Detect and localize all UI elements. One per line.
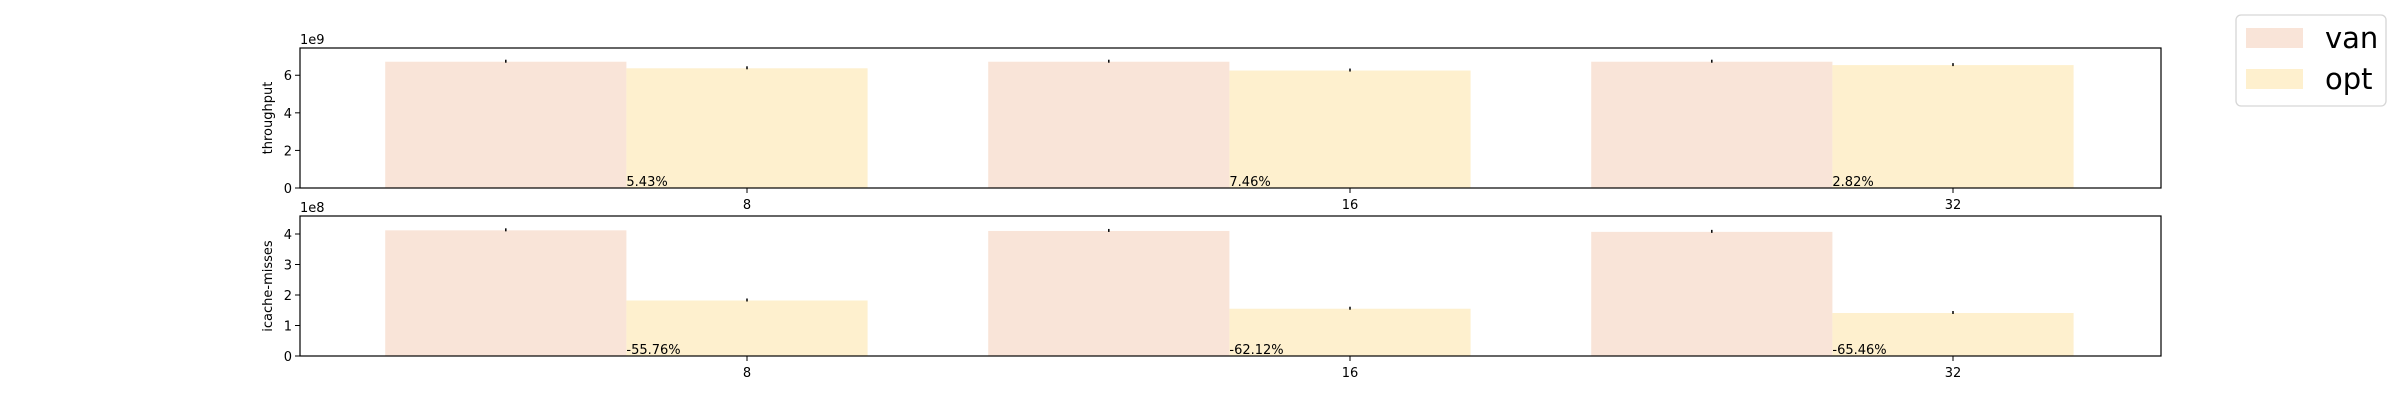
annotation-16: -62.12%	[1229, 343, 1283, 358]
y-tick-label: 0	[284, 182, 292, 197]
bar-opt-8	[626, 300, 868, 356]
y-tick-label: 0	[284, 350, 292, 365]
annotation-32: -65.46%	[1832, 343, 1886, 358]
offset-label: 1e8	[300, 201, 325, 216]
legend-swatch-van	[2246, 28, 2303, 48]
y-axis-label: throughput	[261, 82, 276, 155]
annotation-16: 7.46%	[1229, 175, 1270, 190]
x-tick-label-8: 8	[743, 366, 751, 381]
bar-opt-32	[1832, 312, 2074, 356]
bar-van-8	[385, 230, 627, 356]
bar-opt-8	[626, 68, 868, 188]
annotation-32: 2.82%	[1832, 175, 1873, 190]
bar-van-8	[385, 61, 627, 188]
legend-label-van: van	[2325, 21, 2378, 55]
y-tick-label: 2	[284, 289, 292, 304]
x-tick-label-32: 32	[1945, 366, 1962, 381]
axes-frame	[299, 215, 2162, 357]
x-tick-label-32: 32	[1945, 198, 1962, 213]
legend: van opt	[2235, 14, 2387, 107]
y-tick-label: 2	[284, 144, 292, 159]
subplot-icache-misses: -55.76% 8 -62.12% 16 -65.46% 32 0 1 2 3 4 1e8 icache…	[261, 201, 2162, 381]
annotation-8: -55.76%	[626, 343, 680, 358]
y-tick-label: 4	[284, 228, 292, 243]
bar-van-32	[1591, 61, 1833, 188]
bar-van-16	[988, 61, 1230, 188]
legend-label-opt: opt	[2325, 62, 2373, 96]
y-axis-label: icache-misses	[261, 240, 276, 332]
y-tick-label: 4	[284, 107, 292, 122]
bar-opt-32	[1832, 65, 2074, 188]
x-tick-label-8: 8	[743, 198, 751, 213]
offset-label: 1e9	[300, 33, 325, 48]
bar-opt-16	[1229, 70, 1471, 188]
bar-van-16	[988, 230, 1230, 356]
y-tick-label: 6	[284, 69, 292, 84]
subplot-throughput: 5.43% 8 7.46% 16 2.82% 32 0 2 4 6 1e9 throughput	[261, 33, 2162, 213]
annotation-8: 5.43%	[626, 175, 667, 190]
x-tick-label-16: 16	[1342, 198, 1359, 213]
bar-opt-16	[1229, 308, 1471, 356]
y-tick-label: 1	[284, 319, 292, 334]
y-tick-label: 3	[284, 258, 292, 273]
legend-swatch-opt	[2246, 69, 2303, 89]
axes-frame	[299, 47, 2162, 189]
bar-van-32	[1591, 231, 1833, 356]
x-tick-label-16: 16	[1342, 366, 1359, 381]
